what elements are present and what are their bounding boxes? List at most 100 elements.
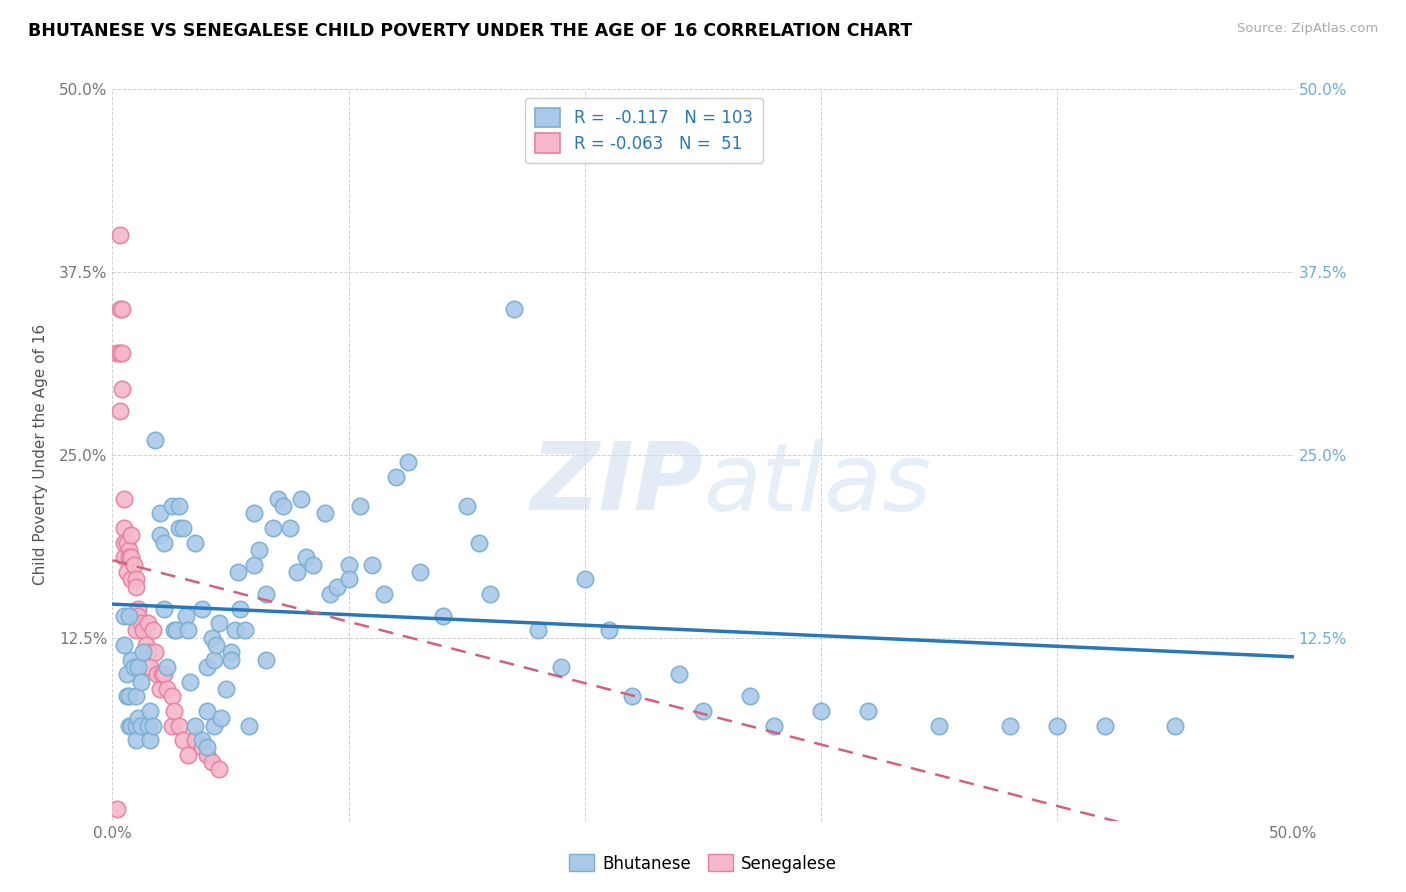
- Point: [146, 667, 169, 681]
- Point: [479, 587, 502, 601]
- Point: [191, 740, 214, 755]
- Point: [262, 521, 284, 535]
- Point: [115, 667, 138, 681]
- Point: [205, 638, 228, 652]
- Y-axis label: Child Poverty Under the Age of 16: Child Poverty Under the Age of 16: [32, 325, 48, 585]
- Point: [1046, 718, 1069, 732]
- Point: [118, 608, 141, 623]
- Point: [208, 616, 231, 631]
- Point: [149, 681, 172, 696]
- Point: [120, 653, 142, 667]
- Point: [295, 550, 318, 565]
- Point: [139, 660, 162, 674]
- Point: [125, 624, 148, 638]
- Point: [432, 608, 454, 623]
- Point: [156, 681, 179, 696]
- Point: [120, 528, 142, 542]
- Point: [120, 550, 142, 565]
- Point: [143, 434, 166, 448]
- Point: [153, 535, 176, 549]
- Point: [139, 733, 162, 747]
- Point: [202, 653, 225, 667]
- Point: [112, 638, 135, 652]
- Point: [271, 499, 294, 513]
- Point: [115, 565, 138, 579]
- Point: [142, 624, 165, 638]
- Point: [195, 747, 218, 762]
- Point: [112, 535, 135, 549]
- Point: [125, 690, 148, 704]
- Point: [112, 521, 135, 535]
- Point: [115, 690, 138, 704]
- Point: [111, 382, 134, 396]
- Legend: Bhutanese, Senegalese: Bhutanese, Senegalese: [562, 847, 844, 880]
- Point: [598, 624, 620, 638]
- Point: [108, 228, 131, 243]
- Point: [142, 718, 165, 732]
- Point: [858, 704, 880, 718]
- Point: [118, 550, 141, 565]
- Point: [195, 660, 218, 674]
- Point: [998, 718, 1021, 732]
- Point: [129, 718, 152, 732]
- Point: [120, 718, 142, 732]
- Point: [150, 667, 173, 681]
- Point: [1164, 718, 1187, 732]
- Point: [456, 499, 478, 513]
- Point: [115, 535, 138, 549]
- Point: [105, 802, 128, 816]
- Point: [191, 733, 214, 747]
- Point: [229, 601, 252, 615]
- Point: [247, 543, 270, 558]
- Text: BHUTANESE VS SENEGALESE CHILD POVERTY UNDER THE AGE OF 16 CORRELATION CHART: BHUTANESE VS SENEGALESE CHILD POVERTY UN…: [28, 22, 912, 40]
- Point: [127, 660, 149, 674]
- Point: [254, 653, 277, 667]
- Point: [156, 660, 179, 674]
- Point: [267, 491, 290, 506]
- Point: [163, 704, 186, 718]
- Point: [243, 507, 266, 521]
- Point: [118, 718, 141, 732]
- Point: [167, 521, 190, 535]
- Point: [108, 301, 131, 316]
- Point: [118, 543, 141, 558]
- Point: [112, 491, 135, 506]
- Point: [215, 681, 238, 696]
- Point: [326, 580, 349, 594]
- Point: [219, 653, 242, 667]
- Point: [136, 718, 159, 732]
- Point: [143, 645, 166, 659]
- Point: [349, 499, 371, 513]
- Point: [139, 704, 162, 718]
- Point: [226, 565, 249, 579]
- Point: [149, 528, 172, 542]
- Point: [167, 718, 190, 732]
- Text: atlas: atlas: [703, 439, 931, 530]
- Point: [337, 572, 360, 586]
- Point: [285, 565, 308, 579]
- Point: [224, 624, 246, 638]
- Point: [233, 624, 256, 638]
- Point: [574, 572, 596, 586]
- Point: [177, 747, 200, 762]
- Point: [254, 587, 277, 601]
- Point: [201, 631, 224, 645]
- Point: [125, 733, 148, 747]
- Point: [136, 645, 159, 659]
- Point: [179, 674, 201, 689]
- Point: [361, 558, 384, 572]
- Point: [319, 587, 342, 601]
- Point: [129, 674, 152, 689]
- Point: [526, 624, 548, 638]
- Point: [167, 499, 190, 513]
- Point: [149, 507, 172, 521]
- Point: [373, 587, 395, 601]
- Point: [160, 718, 183, 732]
- Point: [127, 601, 149, 615]
- Legend: R =  -0.117   N = 103, R = -0.063   N =  51: R = -0.117 N = 103, R = -0.063 N = 51: [526, 97, 762, 162]
- Text: Source: ZipAtlas.com: Source: ZipAtlas.com: [1237, 22, 1378, 36]
- Point: [195, 704, 218, 718]
- Point: [314, 507, 336, 521]
- Point: [127, 608, 149, 623]
- Point: [153, 601, 176, 615]
